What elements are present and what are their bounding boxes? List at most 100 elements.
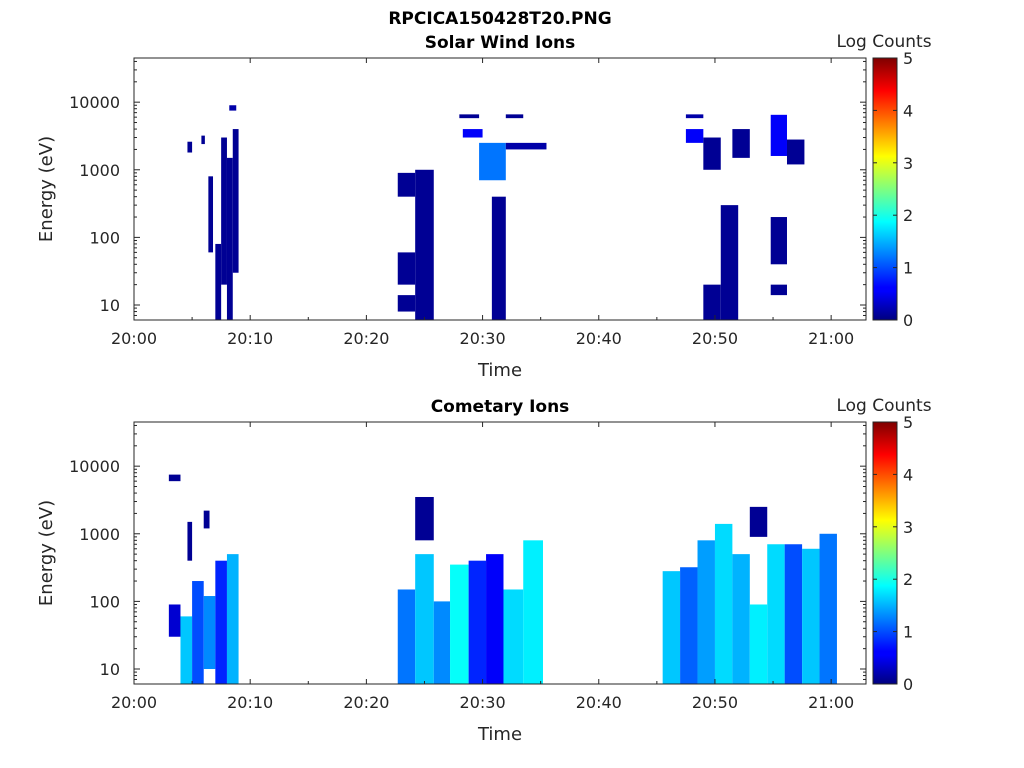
panel-title: Solar Wind Ions xyxy=(425,33,576,53)
colorbar-tick-label: 0 xyxy=(903,675,913,694)
colorbar-ticks: 0 1 2 3 4 5 xyxy=(873,413,913,694)
panel-title: Cometary Ions xyxy=(431,397,570,417)
x-tick-label: 20:10 xyxy=(227,329,273,348)
heatmap-cell xyxy=(415,554,434,684)
axis-ticks: 20:00 20:10 20:20 20:30 20:40 20:50 21:00 10 100… xyxy=(69,58,866,348)
heatmap-cell xyxy=(415,169,434,320)
heatmap-cell xyxy=(819,533,837,684)
colorbar-tick-label: 3 xyxy=(903,518,913,537)
heatmap-cell xyxy=(397,295,416,312)
heatmap-cell xyxy=(770,114,787,156)
colorbar-tick-label: 4 xyxy=(903,465,913,484)
colorbar-tick-label: 2 xyxy=(903,570,913,589)
heatmap-cell xyxy=(770,284,787,296)
heatmap-cell xyxy=(168,604,181,637)
heatmap-cell xyxy=(523,540,543,684)
heatmap-cell xyxy=(685,114,704,119)
plot-frame xyxy=(133,57,867,321)
colorbar xyxy=(872,421,898,685)
heatmap-cell xyxy=(703,284,721,320)
x-tick-label: 20:00 xyxy=(111,329,157,348)
heatmap-cell xyxy=(486,554,504,684)
x-tick-label: 20:30 xyxy=(460,693,506,712)
heatmap-cell xyxy=(226,157,233,320)
heatmap-cell xyxy=(767,544,785,684)
x-tick-label: 20:50 xyxy=(692,693,738,712)
heatmap-cell xyxy=(450,564,469,684)
colorbar-tick-label: 1 xyxy=(903,623,913,642)
heatmap-cell xyxy=(397,252,416,285)
heatmap-cell xyxy=(732,129,750,158)
y-axis-label: Energy (eV) xyxy=(36,500,57,606)
colorbar-tick-label: 3 xyxy=(903,154,913,173)
plot-frame xyxy=(133,421,867,685)
heatmap-cell xyxy=(187,141,193,153)
heatmap-cell xyxy=(215,243,222,320)
heatmap-cell xyxy=(479,142,506,181)
x-axis-label: Time xyxy=(477,724,522,745)
x-tick-label: 20:10 xyxy=(227,693,273,712)
heatmap-cell xyxy=(749,506,768,537)
x-axis-label: Time xyxy=(477,360,522,381)
x-tick-label: 20:20 xyxy=(343,693,389,712)
y-tick-label: 10 xyxy=(100,296,120,315)
heatmap-cell xyxy=(433,601,451,684)
colorbar-tick-label: 0 xyxy=(903,311,913,330)
heatmap-cell xyxy=(802,548,820,684)
y-tick-label: 100 xyxy=(89,228,120,247)
y-tick-label: 10000 xyxy=(69,457,120,476)
heatmap-cell xyxy=(749,604,768,684)
heatmap-cell xyxy=(203,596,216,670)
heatmap-cell xyxy=(503,589,524,684)
x-tick-label: 20:50 xyxy=(692,329,738,348)
heatmap-cell xyxy=(415,496,434,541)
heatmap-cell xyxy=(180,616,193,684)
colorbar xyxy=(872,57,898,321)
heatmap-cell xyxy=(462,129,483,138)
heatmap-cell xyxy=(187,521,193,561)
panel-cometary: Cometary Ions 20:00 20:10 20:20 20:30 20:40 2… xyxy=(36,396,932,745)
colorbar-tick-label: 4 xyxy=(903,101,913,120)
y-tick-label: 100 xyxy=(89,592,120,611)
heatmap-cell xyxy=(232,129,239,273)
heatmap-cell xyxy=(680,567,698,684)
heatmap-cell xyxy=(732,554,750,684)
heatmap-cell xyxy=(192,581,204,684)
x-tick-label: 21:00 xyxy=(808,329,854,348)
figure-title: RPCICA150428T20.PNG xyxy=(388,9,611,29)
heatmap-cell xyxy=(203,510,210,529)
heatmap-cell xyxy=(459,114,480,119)
x-tick-label: 20:40 xyxy=(576,693,622,712)
heatmap-cell xyxy=(226,554,239,684)
heatmap-cell xyxy=(208,176,214,253)
y-tick-label: 1000 xyxy=(79,525,120,544)
heatmap-cell xyxy=(505,142,547,150)
heatmap-cell xyxy=(468,560,487,684)
y-tick-label: 1000 xyxy=(79,161,120,180)
colorbar-tick-label: 1 xyxy=(903,259,913,278)
heatmap-cell xyxy=(215,560,227,684)
heatmap-cell xyxy=(697,540,715,684)
heatmap-cell xyxy=(784,544,803,684)
x-tick-label: 20:40 xyxy=(576,329,622,348)
heatmap-cell xyxy=(491,196,506,320)
x-tick-label: 20:00 xyxy=(111,693,157,712)
colorbar-tick-label: 5 xyxy=(903,49,913,68)
y-tick-label: 10000 xyxy=(69,93,120,112)
heatmap-cells xyxy=(168,474,837,684)
heatmap-cell xyxy=(770,217,787,265)
heatmap-cell xyxy=(662,571,681,684)
y-tick-label: 10 xyxy=(100,660,120,679)
colorbar-label: Log Counts xyxy=(836,396,931,416)
heatmap-cell xyxy=(397,172,416,197)
x-tick-label: 21:00 xyxy=(808,693,854,712)
colorbar-tick-label: 2 xyxy=(903,206,913,225)
x-tick-label: 20:20 xyxy=(343,329,389,348)
heatmap-cell xyxy=(201,135,205,145)
heatmap-cell xyxy=(505,114,524,119)
colorbar-ticks: 0 1 2 3 4 5 xyxy=(873,49,913,330)
x-tick-label: 20:30 xyxy=(460,329,506,348)
heatmap-cell xyxy=(685,129,704,143)
axis-ticks: 20:00 20:10 20:20 20:30 20:40 20:50 21:00 10 100… xyxy=(69,422,866,712)
